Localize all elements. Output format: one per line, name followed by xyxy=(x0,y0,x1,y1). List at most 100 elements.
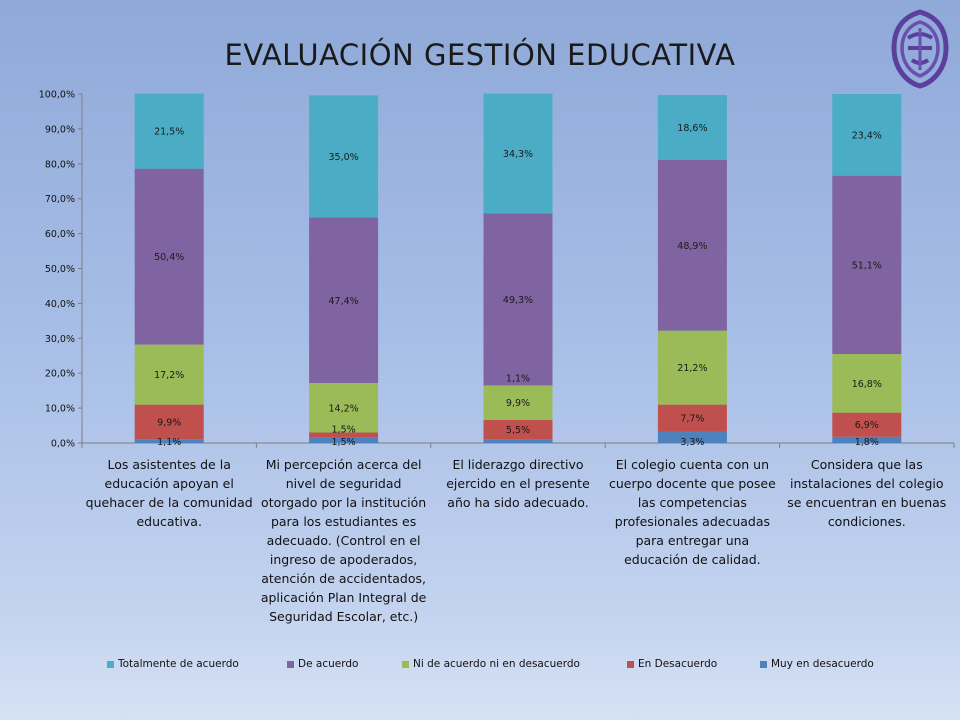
legend-label: De acuerdo xyxy=(298,658,359,670)
bar-segment xyxy=(134,404,204,440)
x-category-label-line: para los estudiantes es xyxy=(270,514,417,529)
data-label: 9,9% xyxy=(506,398,530,409)
x-category-label-line: El liderazgo directivo xyxy=(452,457,584,472)
data-label: 21,2% xyxy=(677,363,707,374)
bar-segment xyxy=(134,168,204,345)
y-tick-label: 0,0% xyxy=(51,439,75,450)
data-label: 48,9% xyxy=(677,241,707,252)
bar-segment xyxy=(657,159,727,331)
bar-segment xyxy=(483,93,553,214)
legend-item: Totalmente de acuerdo xyxy=(107,658,239,670)
data-label: 14,2% xyxy=(329,403,359,414)
bar-segment xyxy=(832,94,902,176)
data-label: 23,4% xyxy=(852,130,882,141)
y-tick-label: 30,0% xyxy=(45,334,75,345)
bar-segment xyxy=(309,432,379,438)
x-category-label-line: Los asistentes de la xyxy=(107,457,231,472)
y-tick-label: 20,0% xyxy=(45,369,75,380)
legend-label: Totalmente de acuerdo xyxy=(118,658,239,670)
bar-segment xyxy=(483,385,553,420)
x-category-label-line: educación apoyan el xyxy=(104,476,234,491)
x-category-label-line: instalaciones del colegio xyxy=(790,476,944,491)
x-category-label-line: Considera que las xyxy=(810,457,923,472)
x-category-label-line: educación de calidad. xyxy=(624,552,761,567)
data-label: 1,1% xyxy=(506,373,530,384)
x-category-label: Los asistentes de la educación apoyan el q… xyxy=(83,455,255,531)
x-category-label-line: las competencias xyxy=(637,495,747,510)
x-category-label: El liderazgo directivo ejercido en el pre… xyxy=(432,455,604,512)
data-label: 1,5% xyxy=(332,425,356,436)
bar-segment xyxy=(483,439,553,443)
x-category-label-line: atención de accidentados, xyxy=(261,571,426,586)
y-tick-label: 80,0% xyxy=(45,159,75,170)
data-label: 1,8% xyxy=(855,437,879,448)
x-category-label-line: se encuentran en buenas xyxy=(787,495,947,510)
y-tick-label: 70,0% xyxy=(45,194,75,205)
legend-swatch xyxy=(402,660,409,668)
bar-segment xyxy=(657,330,727,405)
y-tick-label: 40,0% xyxy=(45,299,75,310)
x-category-label: Mi percepción acerca del nivel de segurid… xyxy=(258,455,430,626)
x-category-label-line: El colegio cuenta con un xyxy=(615,457,770,472)
x-category-label: Considera que las instalaciones del coleg… xyxy=(781,455,953,531)
y-tick-label: 90,0% xyxy=(45,124,75,135)
x-category-label-line: ejercido en el presente xyxy=(446,476,590,491)
legend-swatch xyxy=(107,660,114,668)
x-category-label-line: nivel de seguridad xyxy=(285,476,402,491)
data-label: 5,5% xyxy=(506,425,530,436)
x-category-label-line: profesionales adecuadas xyxy=(614,514,771,529)
data-label: 9,9% xyxy=(157,417,181,428)
legend-item: Muy en desacuerdo xyxy=(760,658,874,670)
data-label: 49,3% xyxy=(503,295,533,306)
data-label: 18,6% xyxy=(677,123,707,134)
chart-title: EVALUACIÓN GESTIÓN EDUCATIVA xyxy=(224,38,736,72)
legend-item: De acuerdo xyxy=(287,658,358,670)
bar-segment xyxy=(832,436,902,443)
legend-label: Muy en desacuerdo xyxy=(771,658,874,670)
y-tick-label: 10,0% xyxy=(45,404,75,415)
y-tick-label: 100,0% xyxy=(39,90,75,101)
data-label: 1,1% xyxy=(157,437,181,448)
x-category-label-line: año ha sido adecuado. xyxy=(447,495,589,510)
x-category-label-line: educativa. xyxy=(136,514,202,529)
legend-label: Ni de acuerdo ni en desacuerdo xyxy=(413,658,580,670)
x-category-label-line: Mi percepción acerca del xyxy=(265,457,422,472)
bar-segment xyxy=(134,93,204,169)
legend-swatch xyxy=(627,660,634,668)
bar-segment xyxy=(832,412,902,437)
bar-segment xyxy=(134,439,204,443)
bar-segment xyxy=(309,217,379,383)
x-category-label-line: para entregar una xyxy=(635,533,750,548)
x-category-label-line: quehacer de la comunidad xyxy=(85,495,253,510)
x-category-label-line: Seguridad Escolar, etc.) xyxy=(269,609,419,624)
data-label: 7,7% xyxy=(680,414,704,425)
data-label: 35,0% xyxy=(329,152,359,163)
bar-segment xyxy=(483,419,553,440)
data-label: 6,9% xyxy=(855,420,879,431)
legend-item: Ni de acuerdo ni en desacuerdo xyxy=(402,658,580,670)
bar-segment xyxy=(483,213,553,386)
legend-swatch xyxy=(287,660,294,668)
legend: Totalmente de acuerdo De acuerdo Ni de acu… xyxy=(0,658,960,674)
data-label: 47,4% xyxy=(329,296,359,307)
x-category-label-line: adecuado. (Control en el xyxy=(266,533,421,548)
data-label: 21,5% xyxy=(154,127,184,138)
school-logo-icon xyxy=(891,9,949,89)
x-category-label-line: otorgado por la institución xyxy=(261,495,427,510)
bar-segment xyxy=(657,95,727,160)
x-category-label-line: ingreso de apoderados, xyxy=(269,552,418,567)
bar-segment xyxy=(657,404,727,432)
bar-segment xyxy=(657,431,727,443)
bar-segment xyxy=(309,437,379,443)
legend-item: En Desacuerdo xyxy=(627,658,717,670)
data-label: 16,8% xyxy=(852,379,882,390)
x-category-label-line: cuerpo docente que posee xyxy=(608,476,776,491)
data-label: 51,1% xyxy=(852,260,882,271)
y-tick-label: 50,0% xyxy=(45,264,75,275)
legend-label: En Desacuerdo xyxy=(638,658,718,670)
data-label: 34,3% xyxy=(503,149,533,160)
data-label: 1,5% xyxy=(332,437,356,448)
x-category-label: El colegio cuenta con un cuerpo docente q… xyxy=(606,455,778,569)
bar-segment xyxy=(832,354,902,413)
